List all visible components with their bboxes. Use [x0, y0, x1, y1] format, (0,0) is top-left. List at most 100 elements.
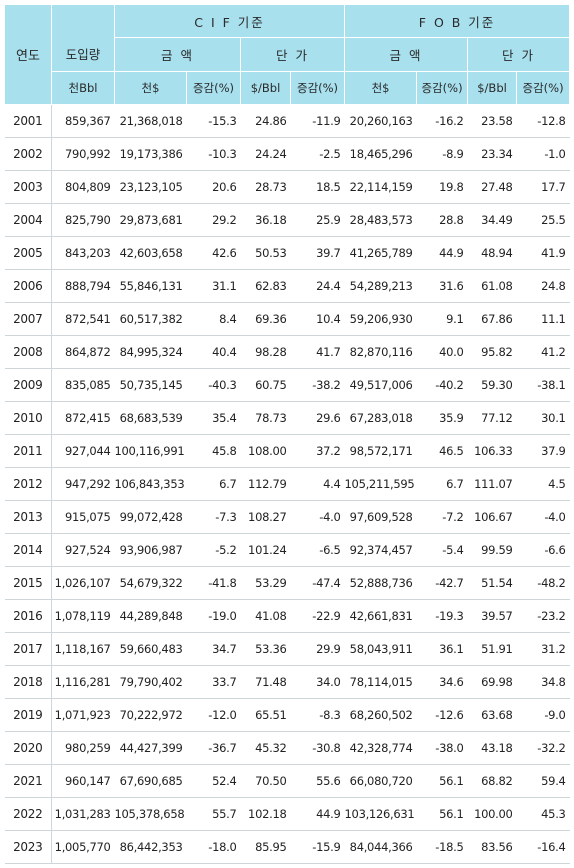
cell-fob-price-change: -12.8	[516, 104, 570, 138]
cell-cif-amount-change: 33.7	[186, 665, 241, 699]
cell-volume: 888,794	[51, 269, 115, 303]
cell-cif-price-change: -47.4	[290, 566, 345, 600]
cell-fob-price: 51.54	[467, 566, 517, 600]
cell-cif-amount-change: 6.7	[186, 467, 241, 501]
cell-fob-price-change: 31.2	[516, 632, 570, 666]
cell-fob-price-change: -6.6	[516, 533, 570, 567]
unit-fob-amount-change: 증감(%)	[416, 71, 469, 105]
cell-year: 2008	[4, 335, 52, 369]
cell-cif-amount-change: 45.8	[186, 434, 241, 468]
cell-year: 2013	[4, 500, 52, 534]
cell-volume: 872,415	[51, 401, 115, 435]
cell-fob-amount-change: -38.0	[416, 731, 468, 765]
cell-fob-amount-change: -5.4	[416, 533, 468, 567]
cell-volume: 825,790	[51, 203, 115, 237]
cell-cif-amount: 68,683,539	[114, 401, 187, 435]
table-row: 2022 1,031,283 105,378,658 55.7 102.18 44.9 10…	[4, 797, 570, 831]
cell-cif-amount: 59,660,483	[114, 632, 187, 666]
table-row: 2001 859,367 21,368,018 -15.3 24.86 -11.9 20,2…	[4, 104, 570, 138]
cell-fob-price: 106.33	[467, 434, 517, 468]
cell-cif-price: 28.73	[240, 170, 291, 204]
unit-cif-amount-change: 증감(%)	[186, 71, 241, 105]
cell-volume: 947,292	[51, 467, 115, 501]
cell-cif-amount: 23,123,105	[114, 170, 187, 204]
cell-fob-amount: 82,870,116	[344, 335, 417, 369]
cell-year: 2014	[4, 533, 52, 567]
header-volume: 도입량	[51, 4, 115, 72]
cell-cif-price: 108.27	[240, 500, 291, 534]
table-row: 2005 843,203 42,603,658 42.6 50.53 39.7 41,265…	[4, 236, 570, 270]
cell-fob-amount: 103,126,631	[344, 797, 417, 831]
cell-fob-price-change: 17.7	[516, 170, 570, 204]
cell-cif-price-change: 41.7	[290, 335, 345, 369]
cell-fob-amount-change: 36.1	[416, 632, 468, 666]
cell-fob-price: 63.68	[467, 698, 517, 732]
cell-fob-price: 59.30	[467, 368, 517, 402]
cell-volume: 864,872	[51, 335, 115, 369]
cell-fob-amount-change: 31.6	[416, 269, 468, 303]
cell-year: 2021	[4, 764, 52, 798]
cell-cif-amount-change: -36.7	[186, 731, 241, 765]
cell-fob-amount: 52,888,736	[344, 566, 417, 600]
cell-fob-price-change: 11.1	[516, 302, 570, 336]
cell-fob-price-change: 45.3	[516, 797, 570, 831]
cell-cif-price: 102.18	[240, 797, 291, 831]
table-row: 2006 888,794 55,846,131 31.1 62.83 24.4 54,289…	[4, 269, 570, 303]
cell-cif-price: 36.18	[240, 203, 291, 237]
cell-cif-amount-change: -18.0	[186, 830, 241, 864]
crude-import-table-container: 연도 도입량 C I F 기준 F O B 기준 금 액 단 가 금 액 단 가…	[4, 4, 571, 864]
cell-volume: 927,524	[51, 533, 115, 567]
table-row: 2020 980,259 44,427,399 -36.7 45.32 -30.8 42,3…	[4, 731, 570, 765]
cell-fob-price: 43.18	[467, 731, 517, 765]
table-row: 2015 1,026,107 54,679,322 -41.8 53.29 -47.4 52…	[4, 566, 570, 600]
cell-cif-price: 53.29	[240, 566, 291, 600]
table-row: 2008 864,872 84,995,324 40.4 98.28 41.7 82,870…	[4, 335, 570, 369]
cell-cif-amount-change: -12.0	[186, 698, 241, 732]
cell-cif-amount-change: 52.4	[186, 764, 241, 798]
cell-cif-amount: 79,790,402	[114, 665, 187, 699]
cell-fob-price: 48.94	[467, 236, 517, 270]
cell-cif-price-change: 37.2	[290, 434, 345, 468]
cell-cif-amount-change: 35.4	[186, 401, 241, 435]
header-year: 연도	[4, 4, 52, 105]
table-row: 2021 960,147 67,690,685 52.4 70.50 55.6 66,080…	[4, 764, 570, 798]
cell-cif-amount: 29,873,681	[114, 203, 187, 237]
cell-fob-price: 111.07	[467, 467, 517, 501]
cell-fob-amount: 84,044,366	[344, 830, 417, 864]
cell-cif-price-change: -6.5	[290, 533, 345, 567]
cell-cif-price: 50.53	[240, 236, 291, 270]
cell-cif-price-change: 10.4	[290, 302, 345, 336]
cell-cif-amount-change: -40.3	[186, 368, 241, 402]
cell-fob-amount: 22,114,159	[344, 170, 417, 204]
cell-year: 2010	[4, 401, 52, 435]
table-body: 2001 859,367 21,368,018 -15.3 24.86 -11.9 20,2…	[4, 104, 570, 864]
table-row: 2010 872,415 68,683,539 35.4 78.73 29.6 67,283…	[4, 401, 570, 435]
cell-cif-amount: 106,843,353	[114, 467, 187, 501]
cell-cif-amount: 84,995,324	[114, 335, 187, 369]
cell-fob-amount-change: 9.1	[416, 302, 468, 336]
cell-fob-price-change: -9.0	[516, 698, 570, 732]
cell-cif-amount: 99,072,428	[114, 500, 187, 534]
cell-cif-price-change: -30.8	[290, 731, 345, 765]
cell-cif-amount: 21,368,018	[114, 104, 187, 138]
unit-cif-price: $/Bbl	[240, 71, 291, 105]
cell-cif-amount: 100,116,991	[114, 434, 187, 468]
cell-cif-price: 62.83	[240, 269, 291, 303]
table-row: 2012 947,292 106,843,353 6.7 112.79 4.4 105,21…	[4, 467, 570, 501]
cell-cif-price: 70.50	[240, 764, 291, 798]
table-row: 2014 927,524 93,906,987 -5.2 101.24 -6.5 92,37…	[4, 533, 570, 567]
header-cif-group: C I F 기준	[113, 4, 346, 38]
cell-fob-price-change: 37.9	[516, 434, 570, 468]
cell-year: 2023	[4, 830, 52, 864]
cell-fob-price: 39.57	[467, 599, 517, 633]
cell-cif-price-change: -2.5	[290, 137, 345, 171]
cell-fob-amount-change: -12.6	[416, 698, 468, 732]
cell-cif-amount: 55,846,131	[114, 269, 187, 303]
cell-fob-amount-change: -42.7	[416, 566, 468, 600]
cell-cif-price-change: 25.9	[290, 203, 345, 237]
unit-fob-price: $/Bbl	[467, 71, 518, 105]
cell-fob-amount-change: 28.8	[416, 203, 468, 237]
table-row: 2007 872,541 60,517,382 8.4 69.36 10.4 59,206,…	[4, 302, 570, 336]
cell-volume: 1,078,119	[51, 599, 115, 633]
header-fob-amount: 금 액	[344, 37, 469, 72]
